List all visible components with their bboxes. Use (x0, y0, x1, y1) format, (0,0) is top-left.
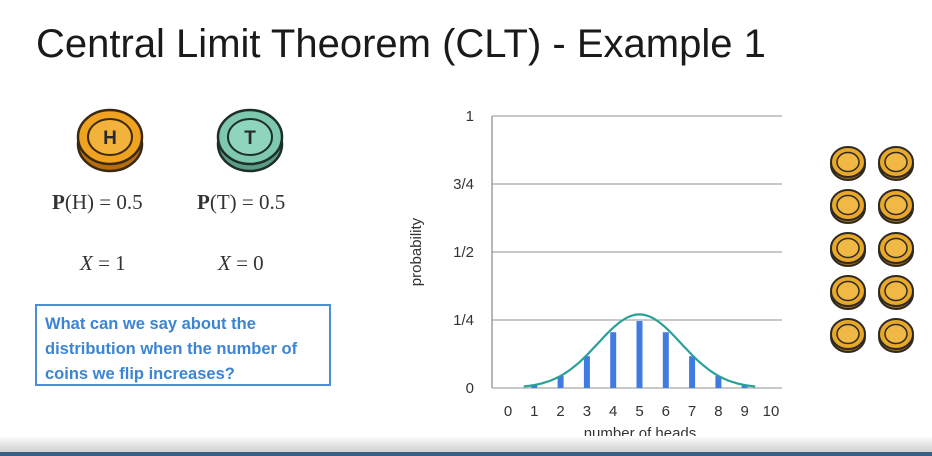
x-var-heads: X (80, 251, 93, 275)
x-var-tails: X (218, 251, 231, 275)
y-tick-label: 1/4 (453, 312, 474, 329)
heads-letter: H (103, 128, 117, 149)
x-tick-label: 9 (741, 403, 749, 420)
bar (610, 332, 617, 388)
stacked-coin-icon (878, 146, 914, 181)
p-label-tails: P (197, 190, 210, 214)
stacked-coin-icon (878, 189, 914, 224)
bar (531, 385, 538, 388)
heads-coin-icon: H (76, 108, 144, 173)
y-tick-label: 0 (466, 380, 474, 397)
stacked-coin-icon (878, 275, 914, 310)
tails-prob-arg: (T) = 0.5 (209, 190, 286, 214)
stacked-coin-icon (830, 189, 866, 224)
bottom-shadow (0, 436, 932, 456)
question-box: What can we say about the distribution w… (35, 304, 331, 386)
x-tick-label: 8 (714, 403, 722, 420)
tails-letter: T (244, 128, 256, 149)
normal-curve (523, 313, 756, 388)
stacked-coin-icon (878, 318, 914, 353)
bar (689, 356, 696, 388)
heads-probability: P(H) = 0.5 (52, 190, 143, 215)
bar (741, 385, 748, 388)
x-tick-label: 3 (583, 403, 591, 420)
x-tails-eq: = 0 (230, 251, 264, 275)
slide-title: Central Limit Theorem (CLT) - Example 1 (36, 22, 766, 66)
x-heads-eq: = 1 (92, 251, 126, 275)
stacked-coin-icon (830, 275, 866, 310)
heads-prob-arg: (H) = 0.5 (64, 190, 143, 214)
x-tails-value: X = 0 (218, 251, 264, 276)
x-tick-label: 1 (530, 403, 538, 420)
p-label-heads: P (52, 190, 65, 214)
bar (583, 356, 590, 388)
coin-stack (830, 146, 914, 353)
y-axis-label: probability (408, 217, 425, 286)
y-tick-label: 1 (466, 108, 474, 125)
question-text: What can we say about the distribution w… (45, 315, 298, 383)
x-tick-label: 2 (556, 403, 564, 420)
x-tick-label: 10 (763, 403, 780, 420)
stacked-coin-icon (830, 232, 866, 267)
x-tick-label: 5 (635, 403, 643, 420)
bar (715, 376, 722, 388)
bar (662, 332, 669, 388)
bar (557, 376, 564, 388)
stacked-coin-icon (878, 232, 914, 267)
x-tick-label: 0 (504, 403, 512, 420)
x-tick-label: 7 (688, 403, 696, 420)
x-tick-label: 6 (662, 403, 670, 420)
x-heads-value: X = 1 (80, 251, 126, 276)
x-tick-label: 4 (609, 403, 617, 420)
tails-coin-icon: T (216, 108, 284, 173)
y-tick-label: 1/2 (453, 244, 474, 261)
stacked-coin-icon (830, 146, 866, 181)
bar (636, 321, 643, 388)
bottom-border (0, 452, 932, 456)
tails-probability: P(T) = 0.5 (197, 190, 285, 215)
y-tick-label: 3/4 (453, 176, 474, 193)
stacked-coin-icon (830, 318, 866, 353)
